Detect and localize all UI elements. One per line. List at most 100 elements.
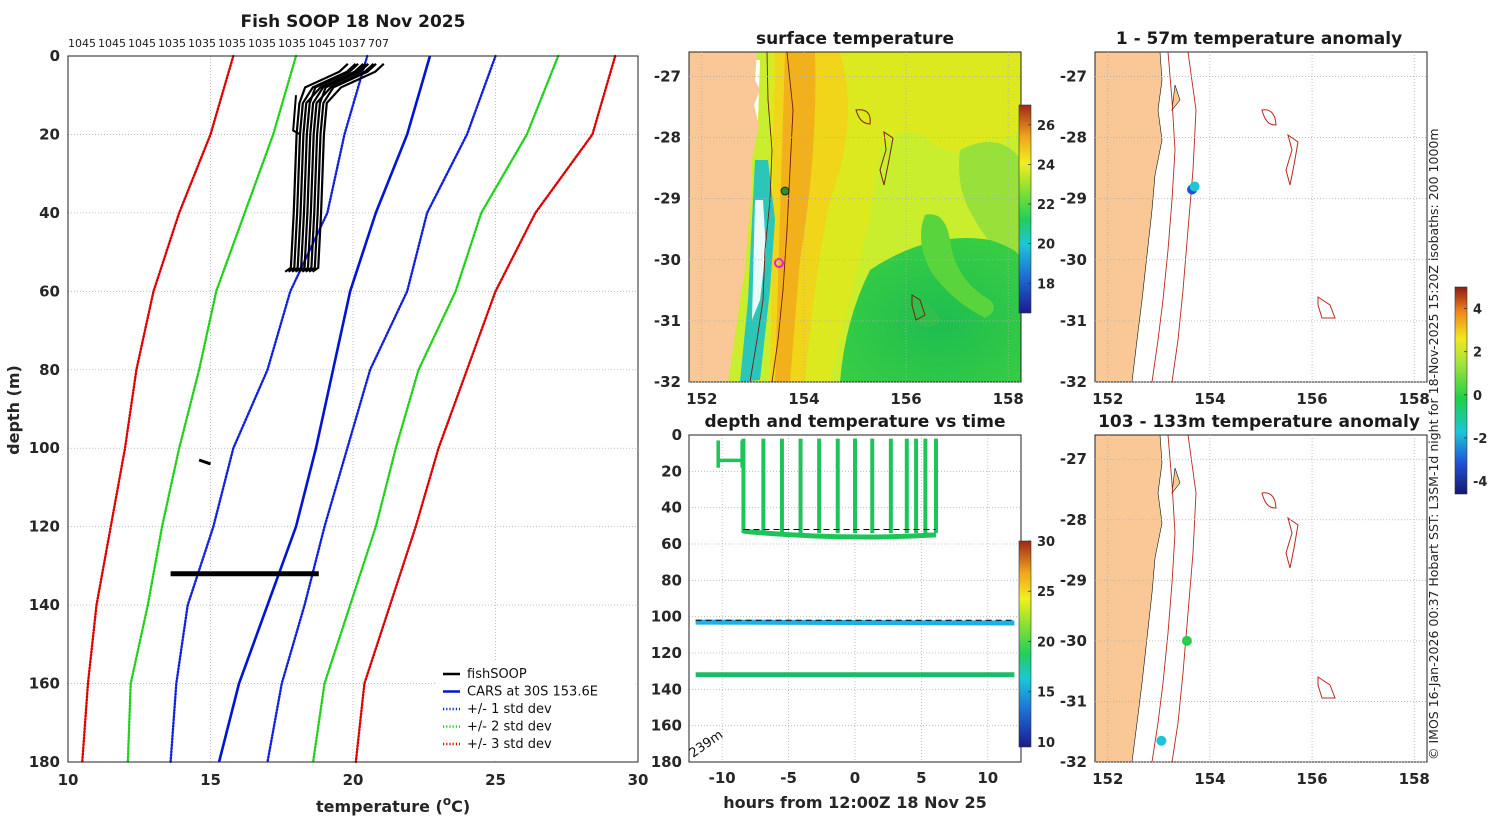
anomaly-colorbar-tick-label: 4 [1473, 303, 1482, 318]
fishsoop-shallow-cast [311, 63, 385, 273]
anomaly-bottom-title: 103 - 133m temperature anomaly [1098, 412, 1420, 432]
credit-text: © IMOS 16-Jan-2026 00:37 Hobart SST: L3S… [1426, 128, 1441, 760]
sst-field [689, 52, 1021, 382]
anomaly-colorbar-tick-label: -2 [1473, 432, 1487, 447]
anomaly-bottom-lon-tick: 152 [1092, 770, 1123, 788]
time-y-tick: 0 [672, 426, 682, 444]
time-series-marks [695, 438, 1015, 678]
anomaly-bottom-lat-tick: -27 [1060, 450, 1087, 468]
profile-y-tick: 80 [39, 361, 60, 379]
std-dev-line [311, 54, 560, 764]
profile-y-tick: 100 [29, 439, 60, 457]
time-y-tick: 80 [661, 571, 682, 589]
sst-land [689, 52, 760, 382]
anomaly-top-lon-tick: 156 [1296, 390, 1327, 408]
time-y-tick: 180 [651, 753, 682, 771]
anomaly-bottom-lat-tick: -30 [1060, 632, 1087, 650]
legend-label: fishSOOP [467, 667, 527, 682]
profile-y-tick: 60 [39, 282, 60, 300]
time-y-tick: 40 [661, 499, 682, 517]
fishsoop-short-cast [292, 95, 301, 136]
profile-y-tick: 40 [39, 204, 60, 222]
sst-colorbar-tick-label: 18 [1037, 277, 1055, 292]
profile-panel: Fish SOOP 18 Nov 2025 1045 1045 1045 1035 10… [4, 12, 648, 816]
anomaly-top-lat-tick: -27 [1060, 67, 1087, 85]
fishsoop-profile-trace [170, 63, 385, 577]
profile-x-tick: 30 [628, 771, 649, 789]
anomaly-top-lat-tick: -30 [1060, 251, 1087, 269]
fishsoop-mid-segment [198, 458, 211, 466]
time-colorbar-tick-label: 20 [1037, 635, 1055, 650]
time-y-tick: 140 [651, 680, 682, 698]
anomaly-top-lat-tick: -29 [1060, 190, 1087, 208]
time-colorbar [1018, 540, 1032, 748]
sst-lat-tick: -30 [654, 251, 681, 269]
profile-x-tick: 25 [485, 771, 506, 789]
profile-x-tick: 15 [200, 771, 221, 789]
time-colorbar-tick-label: 25 [1037, 585, 1055, 600]
legend-label: CARS at 30S 153.6E [467, 685, 598, 700]
sst-lon-tick: 152 [686, 390, 717, 408]
sst-colorbar-tick-label: 24 [1037, 158, 1055, 173]
fishsoop-shallow-cast [284, 63, 349, 273]
anomaly-colorbar-tick-label: 0 [1473, 389, 1482, 404]
profile-axes-frame [67, 55, 639, 763]
time-y-tick: 60 [661, 535, 682, 553]
profile-top-label: 1035 [218, 37, 246, 50]
legend-label: +/- 2 std dev [467, 720, 552, 735]
profile-title: Fish SOOP 18 Nov 2025 [241, 12, 466, 32]
sst-lat-tick: -32 [654, 373, 681, 391]
sst-title: surface temperature [756, 29, 954, 49]
legend-label: +/- 3 std dev [467, 737, 552, 752]
profile-top-label: 1035 [158, 37, 186, 50]
anomaly-top-lon-tick: 154 [1194, 390, 1225, 408]
anomaly-top-lat-tick: -31 [1060, 312, 1087, 330]
time-colorbar-tick-label: 30 [1037, 535, 1055, 550]
profile-top-label: 1045 [68, 37, 96, 50]
anomaly-top-lon-tick: 152 [1092, 390, 1123, 408]
profile-x-tick: 10 [58, 771, 79, 789]
time-mid-depth-series [695, 619, 1015, 626]
profile-top-label: 1045 [308, 37, 336, 50]
anomaly-colorbar [1454, 286, 1468, 495]
anomaly-top-panel: 1 - 57m temperature anomaly 152 154 156 158… [1060, 29, 1430, 408]
anomaly-top-point [1189, 181, 1200, 192]
time-x-tick: -5 [780, 769, 797, 787]
fishsoop-shallow-cast [294, 63, 359, 273]
profile-y-tick: 140 [29, 596, 60, 614]
sst-lat-tick: -31 [654, 312, 681, 330]
std-dev-line [354, 54, 617, 764]
fishsoop-shallow-cast [305, 63, 370, 273]
profile-y-tick: 120 [29, 518, 60, 536]
anomaly-top-title: 1 - 57m temperature anomaly [1116, 29, 1402, 49]
time-xlabel: hours from 12:00Z 18 Nov 25 [723, 793, 986, 812]
anomaly-bottom-point [1181, 635, 1192, 646]
profile-top-label: 1035 [248, 37, 276, 50]
sst-lat-tick: -29 [654, 190, 681, 208]
sst-colorbar-tick-label: 20 [1037, 238, 1055, 253]
time-shallow-bottom [743, 528, 937, 540]
sst-lon-tick: 158 [993, 390, 1024, 408]
anomaly-bottom-lon-tick: 154 [1194, 770, 1225, 788]
profile-y-tick: 20 [39, 125, 60, 143]
std-dev-line [266, 54, 497, 764]
anomaly-top-lat-tick: -28 [1060, 129, 1087, 147]
profile-y-tick: 0 [50, 47, 60, 65]
std-dev-line [126, 54, 298, 764]
time-x-tick: 10 [977, 769, 998, 787]
anomaly-bottom-lat-tick: -29 [1060, 571, 1087, 589]
anomaly-colorbar-tick-label: -4 [1473, 475, 1487, 490]
anomaly-colorbar-tick-label: 2 [1473, 346, 1482, 361]
time-colorbar-tick-label: 10 [1037, 736, 1055, 751]
std-dev-line [169, 54, 369, 764]
sst-colorbar-tick-label: 26 [1037, 119, 1055, 134]
time-y-tick: 160 [651, 717, 682, 735]
profile-top-label: 1045 [128, 37, 156, 50]
anomaly-bottom-lon-tick: 156 [1296, 770, 1327, 788]
profile-legend: fishSOOP CARS at 30S 153.6E +/- 1 std dev +… [436, 661, 636, 760]
time-y-tick: 20 [661, 462, 682, 480]
sst-lat-tick: -27 [654, 67, 681, 85]
profile-top-label: 707 [368, 37, 389, 50]
anomaly-bottom-lat-tick: -28 [1060, 511, 1087, 529]
profile-top-labels: 1045 1045 1045 1035 1035 1035 1035 1035 1045 1037… [68, 37, 389, 50]
